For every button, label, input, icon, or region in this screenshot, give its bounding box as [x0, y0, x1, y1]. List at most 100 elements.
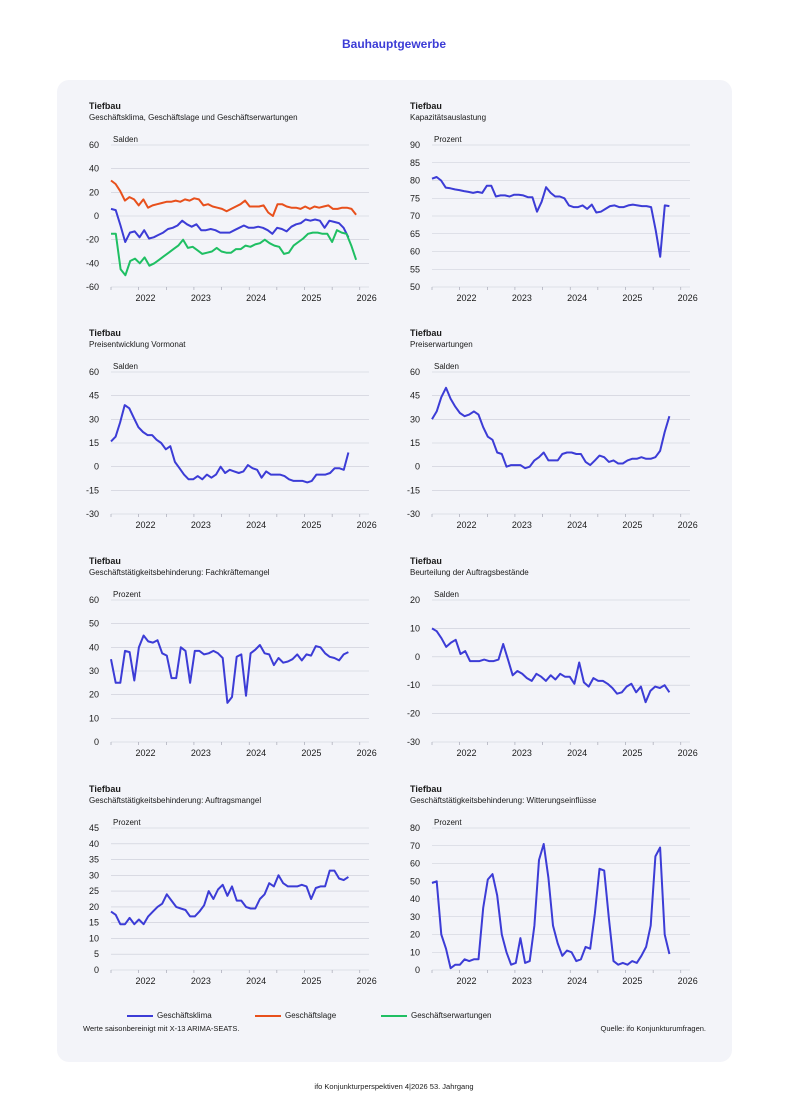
y-tick-label: 50: [89, 619, 99, 629]
chart-title: Tiefbau: [89, 101, 121, 111]
chart-4: Tiefbau Preiserwartungen Salden 60 45 30 15 0 -1…: [407, 328, 700, 538]
x-tick-label: 2023: [512, 976, 532, 986]
y-tick-label: 0: [94, 462, 99, 472]
y-tick-label: 0: [94, 211, 99, 221]
x-tick-label: 2024: [246, 520, 266, 530]
chart-title: Tiefbau: [89, 556, 121, 566]
x-tick-label: 2026: [357, 293, 377, 303]
line-chart-svg: 80 70 60 50 40 30 20 10 0 2022 2023 2024 2025 2026: [410, 823, 698, 986]
y-tick-label: -30: [407, 509, 420, 519]
y-tick-label: 70: [410, 841, 420, 851]
y-tick-label: 30: [410, 912, 420, 922]
x-tick-label: 2024: [567, 976, 587, 986]
x-tick-label: 2026: [357, 520, 377, 530]
chart-subtitle: Geschäftstätigkeitsbehinderung: Fachkräf…: [89, 568, 270, 577]
y-axis-unit-label: Prozent: [113, 590, 141, 599]
chart-6: Tiefbau Beurteilung der Auftragsbestände S…: [407, 556, 700, 766]
y-tick-label: 30: [89, 666, 99, 676]
x-tick-label: 2025: [301, 976, 321, 986]
x-tick-label: 2022: [457, 748, 477, 758]
line-chart-svg: 60 45 30 15 0 -15 -30 2022 2023 2024 2025 2026: [86, 367, 377, 530]
chart-title: Tiefbau: [410, 101, 442, 111]
y-tick-label: -15: [86, 485, 99, 495]
chart-7: Tiefbau Geschäftstätigkeitsbehinderung: A…: [89, 784, 379, 994]
y-tick-label: 0: [415, 965, 420, 975]
y-tick-label: -15: [407, 485, 420, 495]
line-chart-svg: 90 85 80 75 70 65 60 55 50 2022 2023 2024 2025 2026: [410, 140, 698, 303]
y-tick-label: 80: [410, 176, 420, 186]
x-tick-label: 2022: [136, 976, 156, 986]
y-tick-label: 30: [410, 414, 420, 424]
y-axis-unit-label: Prozent: [434, 818, 462, 827]
y-tick-label: 85: [410, 158, 420, 168]
y-tick-label: 70: [410, 211, 420, 221]
y-tick-label: 0: [415, 652, 420, 662]
y-tick-label: -20: [86, 235, 99, 245]
legend-item-geschaeftsklima: Geschäftsklima: [127, 1011, 212, 1020]
y-axis-unit-label: Salden: [434, 362, 459, 371]
y-tick-label: 5: [94, 949, 99, 959]
chart-subtitle: Preisentwicklung Vormonat: [89, 340, 186, 349]
y-axis-unit-label: Salden: [434, 590, 459, 599]
chart-1: Tiefbau Geschäftsklima, Geschäftslage und…: [86, 101, 379, 311]
y-tick-label: 10: [89, 933, 99, 943]
y-tick-label: 60: [89, 140, 99, 150]
x-tick-label: 2024: [567, 293, 587, 303]
series-line-tiefbau: [431, 386, 671, 470]
y-tick-label: 10: [89, 713, 99, 723]
legend-swatch: [255, 1014, 281, 1017]
y-tick-label: 40: [410, 894, 420, 904]
series-line-tiefbau: [431, 843, 671, 970]
y-tick-label: 35: [89, 855, 99, 865]
chart-subtitle: Geschäftstätigkeitsbehinderung: Auftrags…: [89, 796, 262, 805]
chart-2: Tiefbau Kapazitätsauslastung Prozent 90 85 80…: [410, 101, 700, 311]
series-line-tiefbau: [431, 176, 670, 258]
chart-subtitle: Beurteilung der Auftragsbestände: [410, 568, 529, 577]
x-tick-label: 2022: [136, 748, 156, 758]
legend-label: Geschäftsklima: [157, 1011, 212, 1020]
series-line-tiefbau: [110, 634, 349, 704]
chart-subtitle: Preiserwartungen: [410, 340, 473, 349]
y-tick-label: -20: [407, 709, 420, 719]
series-line-tiefbau: [431, 627, 671, 704]
x-tick-label: 2024: [246, 293, 266, 303]
line-chart-svg: 60 40 20 0 -20 -40 -60 2022 2023 2024 2025 2026: [86, 140, 377, 303]
y-tick-label: 40: [89, 642, 99, 652]
chart-subtitle: Geschäftstätigkeitsbehinderung: Witterun…: [410, 796, 597, 805]
y-tick-label: 0: [94, 965, 99, 975]
legend-label: Geschäftslage: [285, 1011, 337, 1020]
y-tick-label: 90: [410, 140, 420, 150]
y-tick-label: 60: [410, 367, 420, 377]
legend-swatch: [127, 1014, 153, 1017]
y-tick-label: -30: [407, 737, 420, 747]
legend-swatch: [381, 1014, 407, 1017]
x-tick-label: 2025: [301, 520, 321, 530]
chart-title: Tiefbau: [410, 784, 442, 794]
y-tick-label: 45: [89, 391, 99, 401]
y-tick-label: 50: [410, 876, 420, 886]
x-tick-label: 2026: [678, 520, 698, 530]
series-line-tiefbau: [110, 404, 350, 484]
y-tick-label: 10: [410, 623, 420, 633]
y-tick-label: 20: [89, 187, 99, 197]
x-tick-label: 2024: [567, 520, 587, 530]
y-tick-label: 0: [94, 737, 99, 747]
x-tick-label: 2022: [457, 520, 477, 530]
y-tick-label: 10: [410, 947, 420, 957]
series-line-gesch-ftsklima: [110, 207, 350, 243]
y-tick-label: -40: [86, 258, 99, 268]
x-tick-label: 2022: [457, 293, 477, 303]
page-footer: ifo Konjunkturperspektiven 4|2026 53. Ja…: [314, 1082, 474, 1091]
x-tick-label: 2024: [246, 748, 266, 758]
chart-5: Tiefbau Geschäftstätigkeitsbehinderung: F…: [89, 556, 379, 766]
y-tick-label: 60: [89, 367, 99, 377]
chart-title: Tiefbau: [89, 784, 121, 794]
chart-title: Tiefbau: [410, 556, 442, 566]
x-tick-label: 2022: [457, 976, 477, 986]
page-title: Bauhauptgewerbe: [341, 37, 446, 51]
x-tick-label: 2023: [191, 293, 211, 303]
y-tick-label: 20: [89, 690, 99, 700]
x-tick-label: 2026: [678, 748, 698, 758]
series-line-tiefbau: [110, 869, 349, 926]
x-tick-label: 2026: [678, 976, 698, 986]
